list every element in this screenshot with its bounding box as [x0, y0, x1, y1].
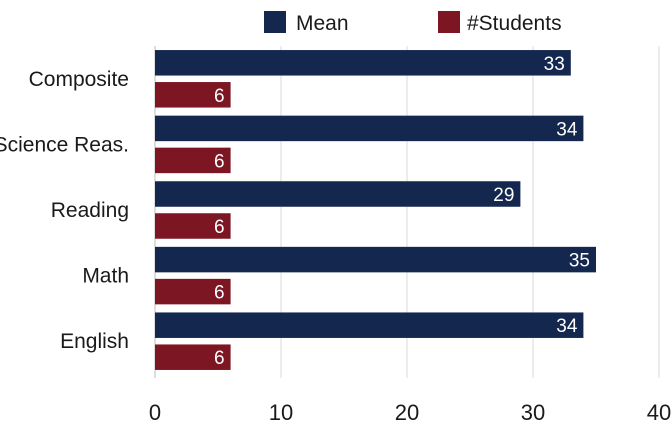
- bar-value-labels: 33 6 34 6 29 6 35 6 34 6: [214, 54, 590, 369]
- bars: [155, 50, 596, 370]
- category-label: Composite: [29, 68, 129, 91]
- legend-label-mean: Mean: [296, 12, 349, 35]
- bar-mean: [155, 312, 584, 338]
- category-labels: Composite Science Reas. Reading Math English: [0, 68, 129, 353]
- bar-value-label: 6: [214, 348, 225, 369]
- bar-mean: [155, 50, 571, 76]
- bar-value-label: 34: [556, 119, 578, 140]
- category-label: English: [60, 330, 129, 353]
- category-label: Reading: [51, 199, 129, 222]
- category-label: Math: [82, 265, 129, 288]
- bar-mean: [155, 115, 584, 142]
- category-label: Science Reas.: [0, 133, 129, 156]
- x-tick-label: 10: [269, 400, 293, 425]
- bar-mean: [155, 181, 521, 207]
- legend-swatch-mean: [264, 11, 286, 33]
- legend-label-students: #Students: [467, 12, 562, 35]
- bar-mean: [155, 246, 596, 273]
- bar-students: [155, 344, 231, 370]
- legend-swatch-students: [438, 11, 460, 33]
- bar-value-label: 6: [214, 217, 225, 238]
- legend: Mean #Students: [264, 11, 562, 35]
- x-tick-label: 30: [521, 400, 545, 425]
- bar-students: [155, 278, 231, 305]
- bar-students: [155, 213, 231, 239]
- bar-value-label: 29: [493, 185, 514, 206]
- bar-value-label: 34: [556, 316, 578, 337]
- x-axis-ticks: 0 10 20 30 40: [149, 400, 671, 425]
- x-tick-label: 20: [395, 400, 419, 425]
- x-tick-label: 0: [149, 400, 161, 425]
- bar-students: [155, 82, 231, 108]
- bar-value-label: 6: [214, 283, 225, 304]
- bar-value-label: 35: [569, 251, 590, 272]
- x-tick-label: 40: [647, 400, 671, 425]
- bar-value-label: 6: [214, 86, 225, 107]
- bar-value-label: 6: [214, 151, 225, 172]
- bar-students: [155, 147, 231, 174]
- bar-value-label: 33: [544, 54, 565, 75]
